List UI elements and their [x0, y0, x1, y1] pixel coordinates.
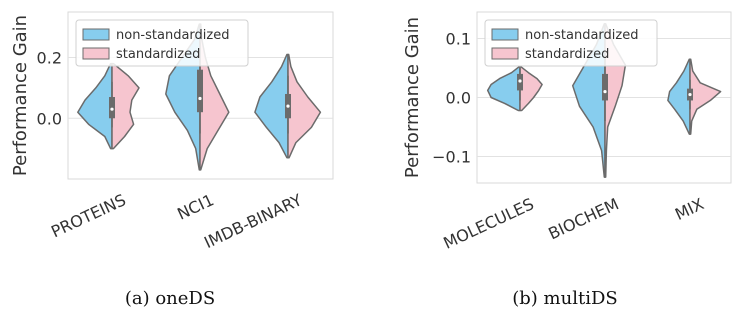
y-tick-label: 0.1: [446, 30, 471, 49]
y-tick-label: −0.1: [432, 147, 471, 166]
x-tick-label: IMDB-BINARY: [201, 190, 305, 252]
box-median: [688, 92, 692, 97]
violin-standardized-molecules: [519, 66, 543, 112]
legend-swatch-non-standardized: [82, 28, 110, 41]
box-iqr: [602, 73, 608, 101]
box-median: [110, 107, 114, 111]
legend-label-standardized: standardized: [116, 47, 200, 62]
legend-box: [75, 19, 249, 67]
legend-swatch-standardized: [491, 47, 519, 60]
box-median: [198, 96, 202, 101]
x-tick-label: MIX: [672, 194, 707, 224]
box-iqr: [197, 69, 203, 113]
y-tick-label: 0.0: [446, 89, 471, 108]
y-tick-label: 0.0: [37, 109, 62, 128]
y-tick-label: 0.2: [37, 49, 62, 68]
legend-swatch-standardized: [82, 47, 110, 60]
legend-swatch-non-standardized: [491, 28, 519, 41]
box-median: [518, 79, 522, 83]
legend-label-non-standardized: non-standardized: [525, 28, 638, 43]
violin-standardized-imdb-binary: [287, 53, 322, 159]
chart-panel-b: −0.1 0.0 0.1 Performance Gain MOLECULES BIOCH…: [402, 11, 732, 309]
box-median: [286, 104, 290, 108]
panel-caption: (a) oneDS: [125, 288, 215, 309]
box-median: [603, 90, 607, 94]
legend-label-non-standardized: non-standardized: [116, 28, 229, 43]
y-axis-label: Performance Gain: [402, 17, 423, 178]
panel-caption: (b) multiDS: [512, 288, 617, 309]
x-tick-label: PROTEINS: [48, 190, 129, 241]
x-tick-label: NCI1: [174, 190, 217, 223]
y-axis-label: Performance Gain: [10, 15, 31, 176]
chart-panel-a: 0.0 0.2 Performance Gain PROTEINS NCI1IMDB-B…: [10, 11, 334, 309]
x-tick-label: MOLECULES: [440, 194, 536, 252]
violin-standardized-mix: [689, 58, 722, 135]
legend-label-standardized: standardized: [525, 47, 609, 62]
legend-box: [484, 19, 658, 67]
x-tick-label: BIOCHEM: [545, 194, 621, 243]
